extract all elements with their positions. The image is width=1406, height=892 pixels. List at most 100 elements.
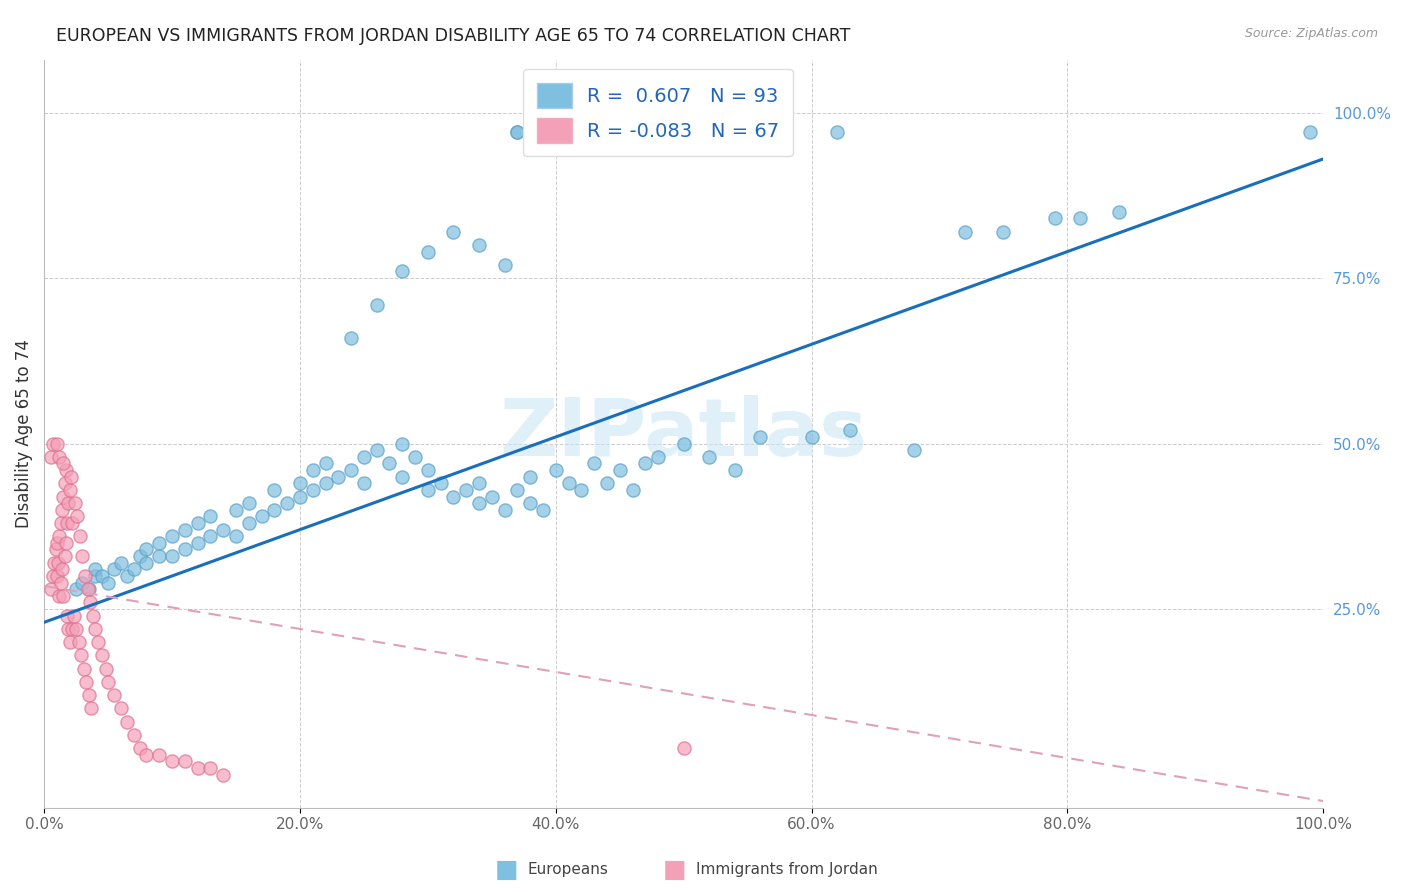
Point: [56, 516, 79, 530]
Point: [72, 575, 94, 590]
Point: [65, 582, 87, 597]
Point: [135, 556, 157, 570]
Point: [1043, 211, 1066, 226]
Point: [468, 496, 491, 510]
Point: [117, 569, 139, 583]
Point: [90, 569, 112, 583]
Point: [45, 436, 67, 450]
Point: [77, 582, 100, 597]
Point: [52, 589, 75, 603]
Point: [117, 714, 139, 729]
Point: [70, 648, 93, 663]
Point: [238, 496, 260, 510]
Point: [59, 469, 82, 483]
Point: [200, 509, 222, 524]
Point: [75, 674, 97, 689]
Point: [609, 463, 631, 477]
Point: [416, 463, 439, 477]
Point: [110, 556, 132, 570]
Point: [48, 450, 70, 464]
Point: [44, 556, 66, 570]
Point: [263, 483, 285, 497]
Point: [416, 483, 439, 497]
Legend: R =  0.607   N = 93, R = -0.083   N = 67: R = 0.607 N = 93, R = -0.083 N = 67: [523, 70, 793, 156]
Point: [84, 562, 107, 576]
Point: [90, 648, 112, 663]
Point: [839, 423, 862, 437]
Point: [366, 297, 388, 311]
Point: [55, 536, 77, 550]
Point: [110, 701, 132, 715]
Point: [366, 443, 388, 458]
Point: [672, 436, 695, 450]
Point: [39, 582, 62, 597]
Y-axis label: Disability Age 65 to 74: Disability Age 65 to 74: [15, 339, 32, 528]
Point: [391, 436, 413, 450]
Point: [79, 595, 101, 609]
Point: [531, 502, 554, 516]
Point: [77, 688, 100, 702]
Point: [160, 529, 183, 543]
Point: [301, 463, 323, 477]
Point: [544, 463, 567, 477]
Point: [238, 516, 260, 530]
Point: [276, 496, 298, 510]
Point: [494, 502, 516, 516]
Point: [135, 542, 157, 557]
Point: [122, 562, 145, 576]
Point: [51, 502, 73, 516]
Point: [519, 469, 541, 483]
Point: [212, 767, 235, 781]
Point: [953, 225, 976, 239]
Point: [135, 747, 157, 762]
Point: [494, 258, 516, 272]
Point: [53, 476, 76, 491]
Point: [63, 496, 86, 510]
Point: [97, 575, 120, 590]
Point: [49, 575, 72, 590]
Point: [62, 608, 84, 623]
Point: [173, 523, 195, 537]
Point: [468, 238, 491, 252]
Point: [468, 476, 491, 491]
Point: [340, 331, 363, 345]
Point: [301, 483, 323, 497]
Point: [160, 549, 183, 563]
Point: [60, 622, 83, 636]
Point: [97, 674, 120, 689]
Point: [340, 463, 363, 477]
Point: [129, 741, 152, 756]
Point: [429, 476, 451, 491]
Point: [45, 542, 67, 557]
Point: [52, 490, 75, 504]
Point: [557, 476, 579, 491]
Point: [697, 450, 720, 464]
Point: [46, 556, 69, 570]
Point: [800, 430, 823, 444]
Point: [596, 476, 619, 491]
Point: [187, 516, 209, 530]
Point: [519, 496, 541, 510]
Point: [56, 608, 79, 623]
Point: [506, 125, 529, 139]
Point: [187, 761, 209, 775]
Point: [129, 549, 152, 563]
Point: [378, 457, 401, 471]
Point: [73, 662, 96, 676]
Point: [225, 502, 247, 516]
Point: [825, 125, 848, 139]
Point: [87, 635, 110, 649]
Point: [621, 483, 644, 497]
Point: [200, 529, 222, 543]
Point: [634, 457, 657, 471]
Point: [59, 635, 82, 649]
Point: [58, 496, 80, 510]
Point: [76, 582, 98, 597]
Point: [160, 755, 183, 769]
Point: [42, 436, 65, 450]
Point: [443, 225, 465, 239]
Point: [84, 569, 107, 583]
Point: [49, 516, 72, 530]
Point: [353, 450, 375, 464]
Text: ■: ■: [664, 858, 686, 881]
